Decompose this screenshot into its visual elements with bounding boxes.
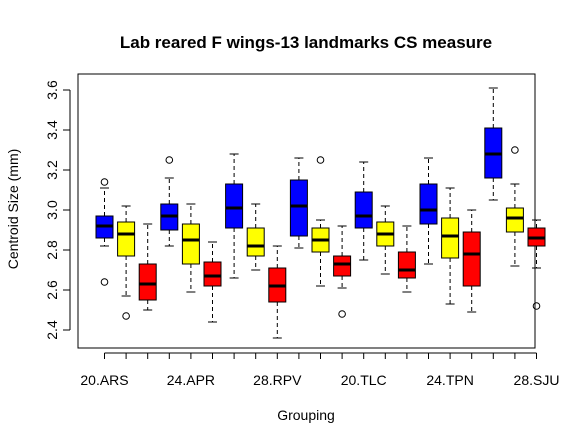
x-tick-label: 28.SJU xyxy=(514,372,560,388)
x-tick-label: 24.APR xyxy=(167,372,215,388)
box-iqr xyxy=(289,179,308,237)
box-13 xyxy=(354,161,373,261)
y-tick-label: 2.6 xyxy=(44,280,60,300)
box-iqr xyxy=(203,261,222,287)
box-4 xyxy=(160,156,179,247)
box-9 xyxy=(268,245,287,339)
outlier-point xyxy=(511,146,519,154)
box-3 xyxy=(138,223,157,311)
box-iqr xyxy=(138,263,157,301)
box-10 xyxy=(289,157,308,249)
box-19 xyxy=(484,87,503,201)
box-15 xyxy=(397,225,416,293)
box-20 xyxy=(505,146,524,267)
y-tick-label: 3.0 xyxy=(44,200,60,220)
x-tick-label: 20.ARS xyxy=(80,372,128,388)
box-iqr xyxy=(441,217,460,259)
box-iqr xyxy=(462,231,481,287)
outlier-point xyxy=(532,302,541,310)
x-tick-label: 24.TPN xyxy=(426,372,473,388)
y-tick-label: 3.6 xyxy=(44,80,60,100)
boxes-group xyxy=(95,87,546,339)
box-16 xyxy=(419,157,438,265)
outlier-point xyxy=(122,312,130,320)
box-18 xyxy=(462,209,481,313)
box-1 xyxy=(95,178,114,286)
y-tick-label: 3.2 xyxy=(44,160,60,180)
outlier-point xyxy=(100,178,109,186)
outlier-point xyxy=(165,156,174,164)
y-tick-label: 2.8 xyxy=(44,240,60,260)
box-iqr xyxy=(397,251,416,279)
outlier-point xyxy=(316,156,325,164)
box-iqr xyxy=(333,255,352,277)
box-iqr xyxy=(246,227,265,257)
box-5 xyxy=(181,203,200,293)
y-tick-label: 2.4 xyxy=(44,320,60,340)
box-14 xyxy=(376,205,395,275)
box-iqr xyxy=(505,207,524,233)
box-iqr xyxy=(419,183,438,225)
box-12 xyxy=(333,225,352,318)
box-17 xyxy=(441,187,460,305)
y-tick-label: 3.4 xyxy=(44,120,60,140)
x-axis-label: Grouping xyxy=(277,407,335,423)
y-axis: 2.4 2.6 2.8 3.0 3.2 3.4 3.6 xyxy=(44,80,71,340)
chart-title: Lab reared F wings-13 landmarks CS measu… xyxy=(120,33,492,52)
outlier-point xyxy=(338,310,346,318)
box-7 xyxy=(225,153,244,279)
box-iqr xyxy=(181,223,200,265)
box-6 xyxy=(203,241,222,323)
x-axis: 20.ARS 24.APR 28.RPV 20.TLC 24.TPN 28.SJU xyxy=(80,352,560,388)
box-iqr xyxy=(117,221,136,257)
box-iqr xyxy=(225,183,244,229)
plot-frame xyxy=(77,73,536,349)
outlier-point xyxy=(100,278,109,286)
box-8 xyxy=(246,203,265,271)
x-tick-label: 28.RPV xyxy=(253,372,302,388)
y-axis-label: Centroid Size (mm) xyxy=(5,149,21,270)
box-2 xyxy=(117,205,136,320)
x-tick-label: 20.TLC xyxy=(341,372,387,388)
box-21 xyxy=(527,219,546,310)
box-iqr xyxy=(354,191,373,229)
box-11 xyxy=(311,156,330,287)
